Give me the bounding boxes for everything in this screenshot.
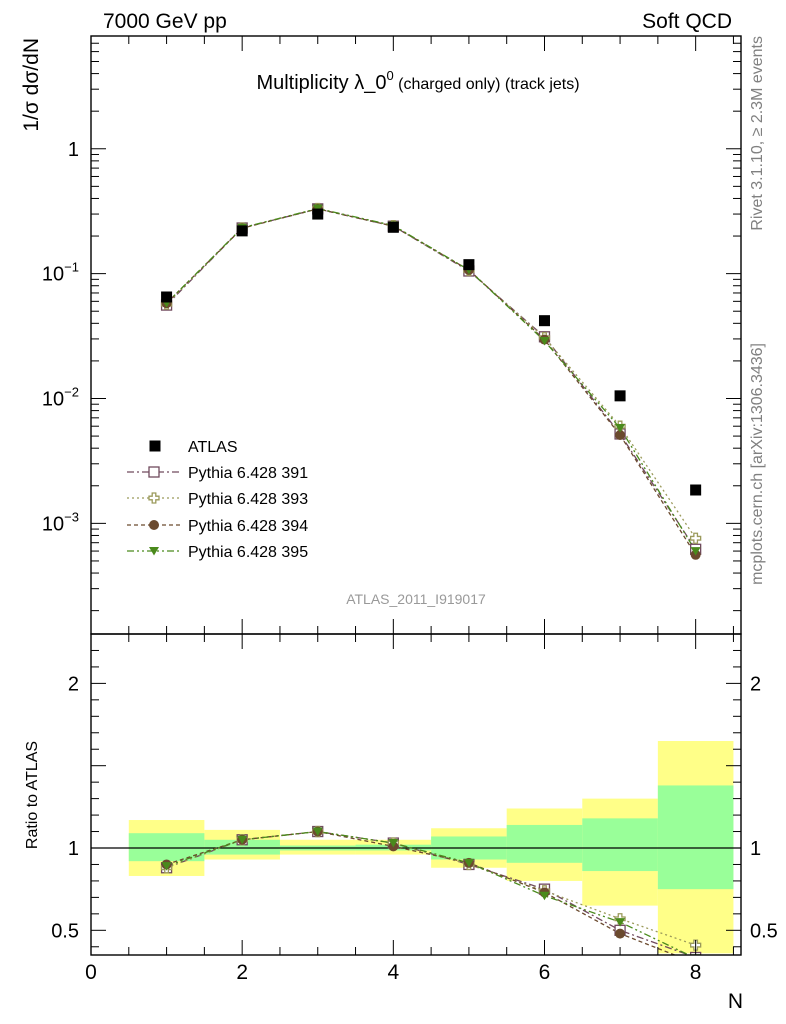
inner-band-bin	[657, 785, 734, 890]
legend-atlas-label: ATLAS	[188, 439, 238, 456]
series-4-ratio-point	[161, 862, 172, 871]
series-3-point	[615, 430, 626, 441]
data-markers	[160, 202, 702, 955]
atlas-data-point	[463, 259, 475, 271]
series-4-ratio-point	[539, 891, 550, 901]
y-tick-label: 10−3	[42, 509, 79, 535]
reference-label: ATLAS_2011_I919017	[346, 591, 486, 607]
series-line-2	[166, 207, 697, 539]
chart-title: Multiplicity λ_00 (charged only) (track …	[256, 68, 579, 94]
inner-band-bin	[128, 833, 205, 862]
inner-band-bin	[204, 839, 280, 855]
atlas-data-point	[538, 315, 550, 327]
ratio-markers	[160, 825, 702, 955]
main-markers	[160, 202, 702, 560]
header-right: Soft QCD	[642, 10, 732, 33]
legend: ATLAS Pythia 6.428 391 Pythia 6.428 393 Pyt…	[127, 439, 308, 561]
legend-marker-4	[149, 547, 159, 556]
x-tick-label: 6	[539, 961, 551, 984]
axis-ticks	[90, 35, 741, 955]
side-text-lower: mcplots.cern.ch [arXiv:1306.3436]	[749, 343, 766, 585]
inner-band-bin	[506, 824, 583, 863]
series-4-ratio-point	[463, 858, 474, 868]
x-tick-label: 0	[85, 961, 97, 984]
series-ratio-line-3	[166, 830, 677, 955]
legend-marker-1	[148, 466, 160, 478]
legend-label-2: Pythia 6.428 393	[188, 491, 308, 508]
series-line-3	[166, 208, 697, 556]
y-axis-label: 1/σ dσ/dN	[20, 38, 43, 132]
ratio-curves	[166, 830, 696, 955]
ratio-tick-label-right: 2	[750, 673, 761, 695]
legend-label-4: Pythia 6.428 395	[188, 544, 308, 561]
x-tick-label: 2	[236, 961, 248, 984]
axes-frames	[90, 35, 742, 956]
series-2-point	[690, 532, 702, 544]
tick-labels: 0 2 4 6 8 1 10−1 10−2 10−3 0.5 0.5 1 1 2 2	[42, 139, 778, 984]
atlas-data-point	[236, 225, 248, 237]
side-text-upper: Rivet 3.1.10, ≥ 2.3M events	[749, 36, 766, 231]
series-4-ratio-point	[615, 918, 626, 927]
atlas-data-point	[161, 291, 173, 303]
series-ratio-line-4	[166, 830, 691, 955]
y-tick-label: 10−2	[42, 384, 79, 410]
legend-marker-2	[148, 492, 160, 504]
legend-label-1: Pythia 6.428 391	[188, 465, 308, 482]
series-4-point	[690, 547, 701, 556]
atlas-data-point	[614, 390, 626, 402]
series-4-ratio-point	[388, 839, 399, 848]
series-4-ratio-point	[237, 835, 248, 845]
series-4-ratio-point	[312, 827, 323, 837]
y-tick-label: 10−1	[42, 260, 79, 286]
series-4-point	[539, 336, 550, 346]
series-4-point	[615, 424, 626, 433]
uncertainty-bands	[91, 741, 741, 954]
ratio-tick-label-right: 1	[750, 838, 761, 860]
legend-atlas-marker	[149, 440, 161, 452]
legend-label-3: Pythia 6.428 394	[188, 518, 308, 535]
series-3-ratio-point	[615, 928, 626, 939]
header-left: 7000 GeV pp	[103, 10, 227, 33]
atlas-data-point	[387, 221, 399, 233]
x-tick-label: 8	[690, 961, 702, 984]
y-tick-label: 1	[68, 139, 79, 161]
atlas-data-point	[690, 484, 702, 496]
ratio-axis-label: Ratio to ATLAS	[24, 741, 41, 849]
mc-curves	[166, 207, 697, 955]
x-tick-label: 4	[387, 961, 399, 984]
series-line-4	[166, 207, 697, 552]
ratio-plot-frame	[90, 633, 742, 956]
ratio-tick-label-right: 0.5	[750, 920, 778, 942]
legend-marker-3	[149, 520, 159, 530]
ratio-tick-label-left: 0.5	[51, 920, 79, 942]
ratio-tick-label-left: 1	[68, 838, 79, 860]
inner-band-bin	[582, 818, 658, 872]
main-curves	[166, 207, 697, 556]
atlas-data-point	[312, 208, 324, 220]
ratio-tick-label-left: 2	[68, 673, 79, 695]
x-axis-label: N	[728, 990, 743, 1013]
